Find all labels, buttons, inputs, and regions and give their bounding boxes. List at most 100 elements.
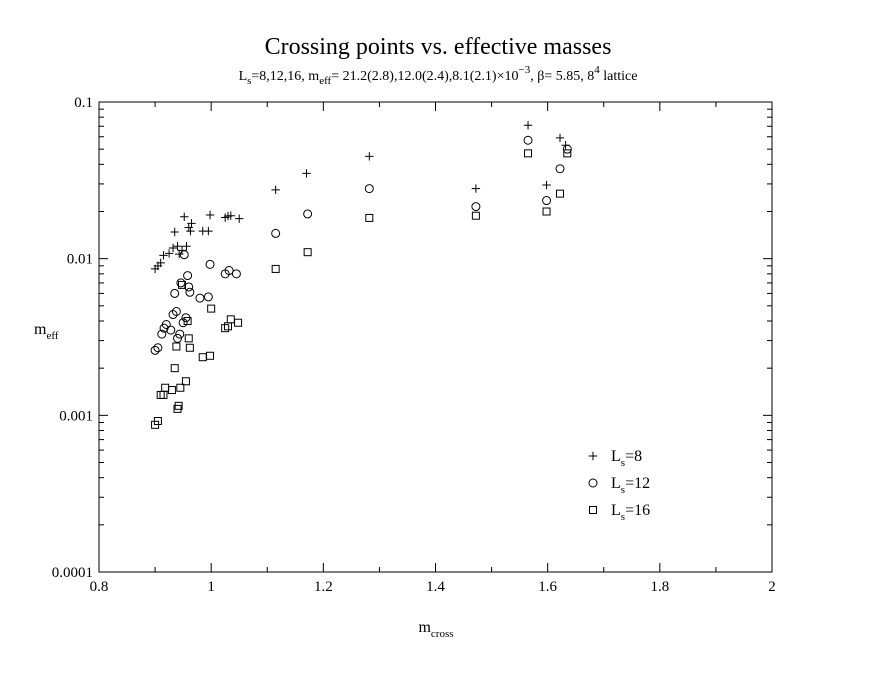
data-point-circle — [179, 250, 189, 260]
data-point-plus — [180, 212, 189, 222]
data-point-circle — [471, 202, 481, 212]
chart-subtitle: Ls=8,12,16, meff= 21.2(2.8),12.0(2.4),8.… — [239, 64, 638, 87]
legend-label: Ls=8 — [611, 448, 642, 469]
data-point-plus — [170, 227, 179, 237]
legend-label-rest: =16 — [625, 502, 650, 519]
data-point-square — [176, 383, 185, 392]
data-point-plus — [205, 210, 215, 220]
x-tick-label: 1 — [207, 579, 215, 595]
data-point-square — [524, 149, 533, 158]
axis-tick-labels: 0.8 1 1.2 1.4 1.6 1.8 2 0.0001 0.001 0.01 0.1 — [52, 95, 776, 595]
data-point-circle — [195, 293, 205, 303]
data-point-square — [161, 383, 170, 392]
data-point-circle — [178, 318, 188, 328]
data-point-circle — [150, 345, 160, 355]
data-point-plus — [226, 211, 235, 220]
data-point-square — [303, 248, 312, 257]
x-tick-label: 1.4 — [426, 579, 445, 595]
data-point-square — [153, 417, 162, 426]
legend-label-sub: s — [621, 457, 625, 469]
data-point-square — [226, 315, 235, 324]
data-point-circle — [523, 135, 533, 145]
data-point-square — [198, 353, 207, 362]
data-point-square — [183, 317, 192, 326]
x-tick-label: 0.8 — [90, 579, 109, 595]
plot-frame — [98, 101, 773, 573]
data-point-circle — [205, 259, 215, 269]
data-point-square — [170, 364, 179, 373]
data-point-plus — [302, 169, 311, 178]
data-point-circle — [175, 329, 185, 339]
y-axis-label-sub: eff — [46, 330, 58, 342]
data-point-circle — [161, 320, 171, 330]
data-point-circle — [166, 325, 176, 335]
data-point-circle — [170, 288, 180, 298]
data-point-square — [181, 377, 190, 386]
x-axis-label: mcross — [418, 619, 453, 640]
data-point-square — [271, 264, 280, 273]
data-point-plus — [471, 184, 481, 193]
data-point-circle — [185, 287, 195, 297]
legend-label-base: L — [611, 502, 621, 519]
y-tick-label: 0.01 — [67, 252, 93, 268]
data-point-square — [563, 149, 572, 158]
data-point-square — [556, 189, 565, 198]
x-tick-label: 1.6 — [538, 579, 557, 595]
data-point-circle — [173, 333, 183, 343]
data-point-circle — [364, 184, 374, 194]
data-point-plus — [168, 243, 178, 253]
x-axis-label-base: m — [418, 619, 431, 636]
data-point-plus — [159, 251, 168, 260]
data-point-circle — [153, 343, 163, 353]
data-point-square — [159, 390, 168, 399]
data-point-square — [223, 322, 232, 331]
legend-label: Ls=12 — [611, 475, 650, 496]
subtitle-lattice-exponent: 4 — [594, 64, 600, 76]
x-tick-label: 1.2 — [314, 579, 333, 595]
data-point-circle — [168, 310, 178, 320]
subtitle-rest: , β= 5.85, 8 — [530, 69, 594, 84]
data-point-plus — [365, 152, 374, 161]
x-tick-label: 2 — [768, 579, 776, 595]
data-point-square — [184, 334, 193, 343]
subtitle-exponent: −3 — [518, 64, 530, 76]
data-point-square — [221, 324, 230, 333]
data-point-circle — [542, 196, 552, 206]
data-points — [150, 121, 572, 429]
legend-label-sub: s — [621, 511, 625, 523]
data-point-square — [172, 342, 181, 351]
x-axis-label-sub: cross — [431, 628, 454, 640]
subtitle-meff-values: = 21.2(2.8),12.0(2.4),8.1(2.1)×10 — [331, 69, 518, 84]
data-point-plus — [164, 249, 174, 258]
data-point-circle — [176, 278, 186, 288]
data-point-circle — [184, 282, 194, 292]
data-point-circle — [271, 228, 281, 238]
data-point-square — [234, 318, 243, 327]
data-point-circle — [157, 329, 167, 339]
data-point-circle — [555, 164, 565, 174]
legend-label-sub: s — [621, 484, 625, 496]
y-tick-label: 0.0001 — [52, 565, 93, 581]
data-point-square — [542, 207, 551, 216]
y-tick-label: 0.001 — [59, 408, 93, 424]
data-point-plus — [156, 258, 165, 268]
data-point-plus — [182, 242, 191, 251]
data-point-circle — [303, 209, 313, 219]
data-point-circle — [231, 269, 241, 279]
y-axis-label-base: m — [34, 321, 47, 338]
legend-marker-square — [589, 506, 597, 514]
data-point-plus — [542, 180, 551, 190]
data-point-square — [156, 390, 165, 399]
subtitle-ls-sub: s — [247, 75, 251, 87]
data-point-plus — [186, 226, 195, 236]
subtitle-ls-values: =8,12,16, m — [251, 69, 319, 84]
data-point-plus — [173, 242, 182, 251]
subtitle-ls-prefix: L — [239, 69, 248, 84]
data-point-plus — [523, 121, 533, 130]
y-axis-label: meff — [34, 321, 59, 342]
data-point-circle — [203, 292, 213, 302]
axis-ticks — [98, 101, 773, 573]
data-point-square — [207, 304, 216, 313]
